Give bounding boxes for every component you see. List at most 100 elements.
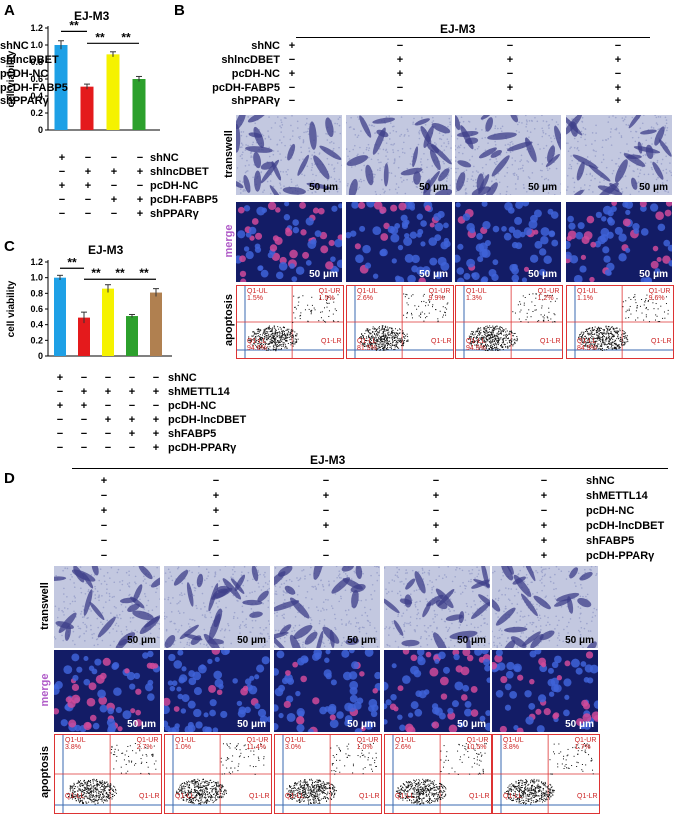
sign-mark: + — [540, 535, 548, 547]
sign-mark: − — [136, 180, 144, 192]
transwell-image: 50 μm — [455, 115, 561, 195]
apoptosis-image: Q1-UL 1.1% Q1-UR 9.6% Q1-LL 84.5% Q1-LR — [566, 285, 674, 359]
scale-bar-label: 50 μm — [347, 635, 376, 646]
scale-bar-label: 50 μm — [457, 635, 486, 646]
merge-image: 50 μm — [346, 202, 452, 282]
quadrant-label: 10.5% — [466, 744, 487, 751]
significance-label: ** — [91, 266, 101, 280]
sign-mark: + — [58, 152, 66, 164]
scale-bar-label: 50 μm — [419, 182, 448, 193]
sign-mark: − — [540, 475, 548, 487]
bar — [54, 45, 68, 130]
quadrant-label: Q1-UR — [246, 737, 269, 744]
quadrant-label: Q1-UL — [175, 737, 196, 744]
sign-mark: + — [104, 414, 112, 426]
merge-image: 50 μm — [384, 650, 490, 732]
scale-bar-label: 50 μm — [528, 269, 557, 280]
sign-mark: + — [136, 194, 144, 206]
condition-label: pcDH-NC — [586, 505, 635, 517]
merge-image: 50 μm — [566, 202, 672, 282]
sign-mark: + — [396, 68, 404, 80]
transwell-image: 50 μm — [164, 566, 270, 648]
quadrant-label: 3.0% — [285, 744, 301, 751]
transwell-image: 50 μm — [384, 566, 490, 648]
panel-d-header-line — [72, 468, 668, 469]
quadrant-label: 11.4% — [246, 744, 266, 751]
scale-bar-label: 50 μm — [639, 269, 668, 280]
sign-mark: − — [136, 152, 144, 164]
quadrant-label: 84.5% — [577, 345, 597, 352]
quadrant-label: Q1-LR — [651, 338, 672, 345]
quadrant-label: Q1-LR — [139, 793, 160, 800]
sign-mark: − — [212, 475, 220, 487]
sign-mark: + — [540, 550, 548, 562]
apoptosis-image: Q1-UL 2.6% Q1-UR 10.5% Q1-LL Q1-LR — [384, 734, 492, 814]
sign-mark: + — [128, 414, 136, 426]
quadrant-label: Q1-UL — [357, 288, 378, 295]
sign-mark: − — [432, 505, 440, 517]
quadrant-label: 2.7% — [136, 744, 153, 751]
sign-mark: − — [396, 40, 404, 52]
quadrant-label: 3.8% — [503, 744, 519, 751]
sign-mark: − — [152, 400, 160, 412]
sign-mark: − — [128, 372, 136, 384]
sign-mark: − — [84, 152, 92, 164]
sign-mark: + — [152, 386, 160, 398]
sign-mark: − — [80, 428, 88, 440]
bar — [80, 86, 94, 130]
quadrant-label: 94.6% — [247, 345, 267, 352]
y-axis-label: cell viability — [6, 50, 17, 107]
sign-mark: − — [84, 194, 92, 206]
sign-mark: − — [110, 152, 118, 164]
condition-label: pcDH-lncDBET — [168, 414, 247, 426]
quadrant-label: Q1-UL — [577, 288, 598, 295]
sign-mark: − — [100, 550, 108, 562]
sign-mark: − — [58, 166, 66, 178]
transwell-image: 50 μm — [274, 566, 380, 648]
quadrant-label: Q1-UR — [466, 737, 489, 744]
sign-mark: + — [506, 54, 514, 66]
sign-mark: − — [152, 372, 160, 384]
sign-mark: − — [506, 68, 514, 80]
condition-label: shlncDBET — [221, 54, 280, 66]
sign-mark: + — [506, 82, 514, 94]
condition-label: shFABP5 — [586, 535, 635, 547]
condition-label: pcDH-NC — [231, 68, 280, 80]
quadrant-label: 1.5% — [247, 295, 263, 302]
sign-mark: + — [614, 95, 622, 107]
quadrant-label: 1.0% — [175, 744, 191, 751]
y-tick-label: 1.2 — [30, 23, 43, 33]
quadrant-label: 1.3% — [466, 295, 482, 302]
merge-image: 50 μm — [455, 202, 561, 282]
quadrant-label: 2.6% — [357, 295, 373, 302]
quadrant-label: Q1-UR — [428, 288, 451, 295]
panel-c-title: EJ-M3 — [88, 243, 124, 257]
quadrant-label: 1.5% — [318, 295, 335, 302]
apoptosis-image: Q1-UL 1.3% Q1-UR 1.2% Q1-LL 94.5% Q1-LR — [455, 285, 563, 359]
sign-mark: − — [84, 208, 92, 220]
sign-mark: − — [100, 535, 108, 547]
bar — [54, 277, 66, 356]
sign-mark: − — [58, 194, 66, 206]
quadrant-label: Q1-LR — [431, 338, 452, 345]
sign-mark: + — [110, 194, 118, 206]
merge-image: 50 μm — [164, 650, 270, 732]
sign-mark: − — [322, 475, 330, 487]
y-tick-label: 0.2 — [30, 335, 43, 345]
quadrant-label: 9.9% — [428, 295, 445, 302]
sign-mark: + — [396, 54, 404, 66]
quadrant-label: 1.7% — [574, 744, 591, 751]
quadrant-label: Q1-LL — [395, 793, 415, 800]
sign-mark: + — [540, 490, 548, 502]
row-label-transwell: transwell — [223, 130, 235, 178]
apoptosis-image: Q1-UL 2.6% Q1-UR 9.9% Q1-LL 81.5% Q1-LR — [346, 285, 454, 359]
significance-label: ** — [69, 18, 79, 32]
sign-mark: − — [614, 40, 622, 52]
sign-mark: − — [80, 442, 88, 454]
merge-image: 50 μm — [54, 650, 160, 732]
quadrant-label: 81.5% — [357, 345, 377, 352]
quadrant-label: Q1-UR — [318, 288, 341, 295]
transwell-image: 50 μm — [566, 115, 672, 195]
row-label-merge: merge — [39, 673, 51, 707]
significance-label: ** — [121, 30, 131, 44]
